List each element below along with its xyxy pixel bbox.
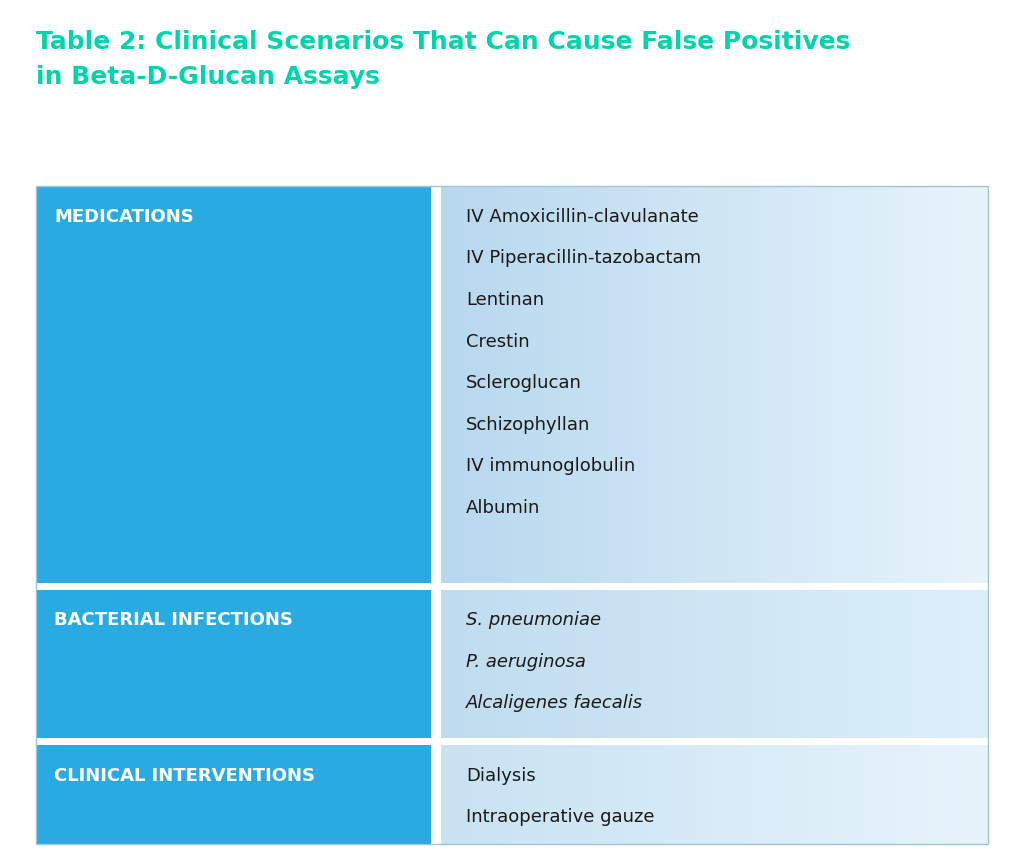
Text: IV immunoglobulin: IV immunoglobulin	[466, 457, 636, 475]
Bar	[36, 746, 431, 844]
Text: Intraoperative gauze: Intraoperative gauze	[466, 809, 654, 826]
Text: IV Amoxicillin-clavulanate: IV Amoxicillin-clavulanate	[466, 208, 699, 226]
Bar	[36, 186, 431, 583]
Text: in Beta-D-Glucan Assays: in Beta-D-Glucan Assays	[36, 65, 380, 89]
Text: Albumin: Albumin	[466, 499, 541, 517]
Bar	[36, 583, 431, 590]
Bar	[36, 739, 431, 746]
Text: Dialysis: Dialysis	[466, 767, 536, 785]
Bar	[440, 583, 988, 590]
Text: Scleroglucan: Scleroglucan	[466, 374, 582, 392]
Text: Table 2: Clinical Scenarios That Can Cause False Positives: Table 2: Clinical Scenarios That Can Cau…	[36, 30, 850, 55]
Text: Crestin: Crestin	[466, 333, 529, 351]
Text: IV Piperacillin-tazobactam: IV Piperacillin-tazobactam	[466, 249, 701, 268]
Text: MEDICATIONS: MEDICATIONS	[54, 208, 194, 226]
Text: Lentinan: Lentinan	[466, 291, 545, 309]
Bar	[36, 590, 431, 739]
Bar	[431, 186, 440, 844]
Text: Alcaligenes faecalis: Alcaligenes faecalis	[466, 695, 643, 713]
Text: S. pneumoniae: S. pneumoniae	[466, 611, 601, 630]
Text: P. aeruginosa: P. aeruginosa	[466, 653, 586, 671]
Text: CLINICAL INTERVENTIONS: CLINICAL INTERVENTIONS	[54, 767, 315, 785]
Bar	[36, 186, 988, 844]
Bar	[440, 739, 988, 746]
Text: BACTERIAL INFECTIONS: BACTERIAL INFECTIONS	[54, 611, 293, 630]
Text: Schizophyllan: Schizophyllan	[466, 416, 591, 434]
